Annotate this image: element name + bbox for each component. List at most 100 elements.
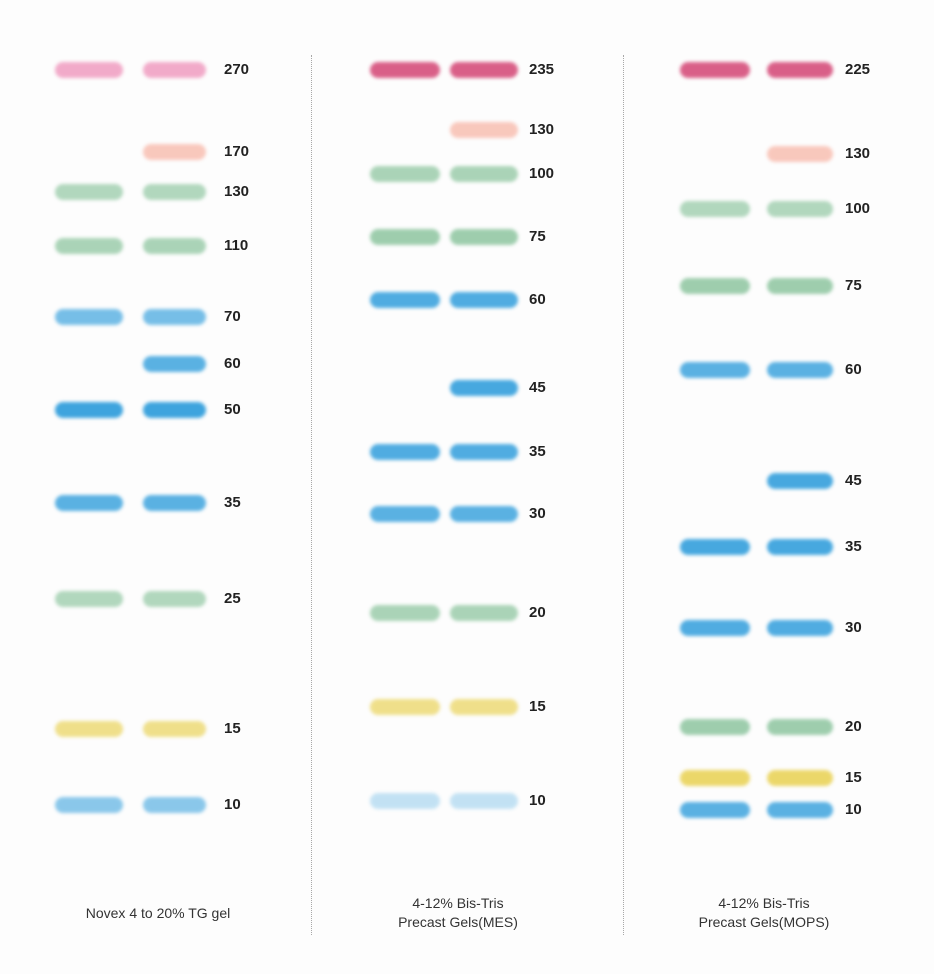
panel-divider [311,55,312,935]
protein-band [450,122,518,138]
protein-band [370,292,440,308]
molecular-weight-label: 270 [224,61,250,78]
molecular-weight-label: 100 [845,200,871,217]
molecular-weight-label: 60 [529,291,546,308]
molecular-weight-label: 100 [529,165,555,182]
molecular-weight-label: 20 [529,604,546,621]
protein-band [680,362,750,378]
protein-band [450,605,518,621]
gel-caption-line: 4-12% Bis-Tris [412,895,504,911]
protein-band [55,495,123,511]
protein-band [370,793,440,809]
protein-band [143,238,206,254]
protein-band [767,719,833,735]
gel-caption-line: 4-12% Bis-Tris [718,895,810,911]
protein-band [450,506,518,522]
molecular-weight-label: 130 [529,121,555,138]
protein-band [450,166,518,182]
protein-band [767,201,833,217]
molecular-weight-label: 170 [224,143,250,160]
protein-band [370,166,440,182]
protein-band [450,444,518,460]
protein-band [143,309,206,325]
molecular-weight-label: 75 [529,228,546,245]
protein-band [767,62,833,78]
molecular-weight-label: 30 [845,619,862,636]
molecular-weight-label: 130 [845,145,871,162]
molecular-weight-label: 235 [529,61,555,78]
molecular-weight-label: 75 [845,277,862,294]
protein-band [450,62,518,78]
protein-band [143,62,206,78]
molecular-weight-label: 35 [224,494,241,511]
protein-band [370,62,440,78]
protein-band [680,770,750,786]
protein-band [370,229,440,245]
protein-band [680,620,750,636]
gel-caption: Novex 4 to 20% TG gel [8,904,308,923]
molecular-weight-label: 15 [845,769,862,786]
molecular-weight-label: 30 [529,505,546,522]
protein-band [767,473,833,489]
molecular-weight-label: 110 [224,237,249,254]
protein-band [143,495,206,511]
gel-caption: 4-12% Bis-Tris Precast Gels(MES) [308,894,608,932]
protein-band [767,620,833,636]
protein-band [370,699,440,715]
molecular-weight-label: 60 [224,355,241,372]
molecular-weight-label: 15 [529,698,546,715]
protein-band [143,797,206,813]
molecular-weight-label: 20 [845,718,862,735]
protein-band [680,802,750,818]
protein-band [767,770,833,786]
protein-band [767,802,833,818]
protein-band [680,278,750,294]
gel-caption-line: Precast Gels(MES) [398,914,518,930]
molecular-weight-label: 45 [845,472,862,489]
molecular-weight-label: 60 [845,361,862,378]
protein-band [143,402,206,418]
protein-band [55,62,123,78]
protein-band [55,721,123,737]
protein-band [450,380,518,396]
molecular-weight-label: 130 [224,183,250,200]
gel-caption-line: Novex 4 to 20% TG gel [85,905,231,921]
molecular-weight-label: 70 [224,308,241,325]
protein-band [143,356,206,372]
protein-band [767,146,833,162]
protein-band [143,184,206,200]
molecular-weight-label: 45 [529,379,546,396]
protein-band [55,309,123,325]
molecular-weight-label: 25 [224,590,241,607]
protein-band [450,699,518,715]
protein-band [370,506,440,522]
protein-band [55,797,123,813]
protein-band [370,444,440,460]
molecular-weight-label: 35 [529,443,546,460]
protein-band [55,184,123,200]
panel-divider [623,55,624,935]
molecular-weight-label: 15 [224,720,241,737]
protein-band [680,201,750,217]
protein-band [680,62,750,78]
molecular-weight-label: 10 [224,796,241,813]
molecular-weight-label: 50 [224,401,241,418]
molecular-weight-label: 225 [845,61,871,78]
protein-band [767,539,833,555]
protein-band [450,793,518,809]
gel-caption-line: Precast Gels(MOPS) [698,914,830,930]
protein-band [143,144,206,160]
protein-band [143,591,206,607]
protein-band [450,292,518,308]
protein-band [450,229,518,245]
molecular-weight-label: 10 [529,792,546,809]
molecular-weight-label: 10 [845,801,862,818]
protein-band [767,362,833,378]
protein-band [370,605,440,621]
protein-band [55,591,123,607]
gel-caption: 4-12% Bis-Tris Precast Gels(MOPS) [614,894,914,932]
molecular-weight-label: 35 [845,538,862,555]
protein-band [767,278,833,294]
protein-band [680,539,750,555]
